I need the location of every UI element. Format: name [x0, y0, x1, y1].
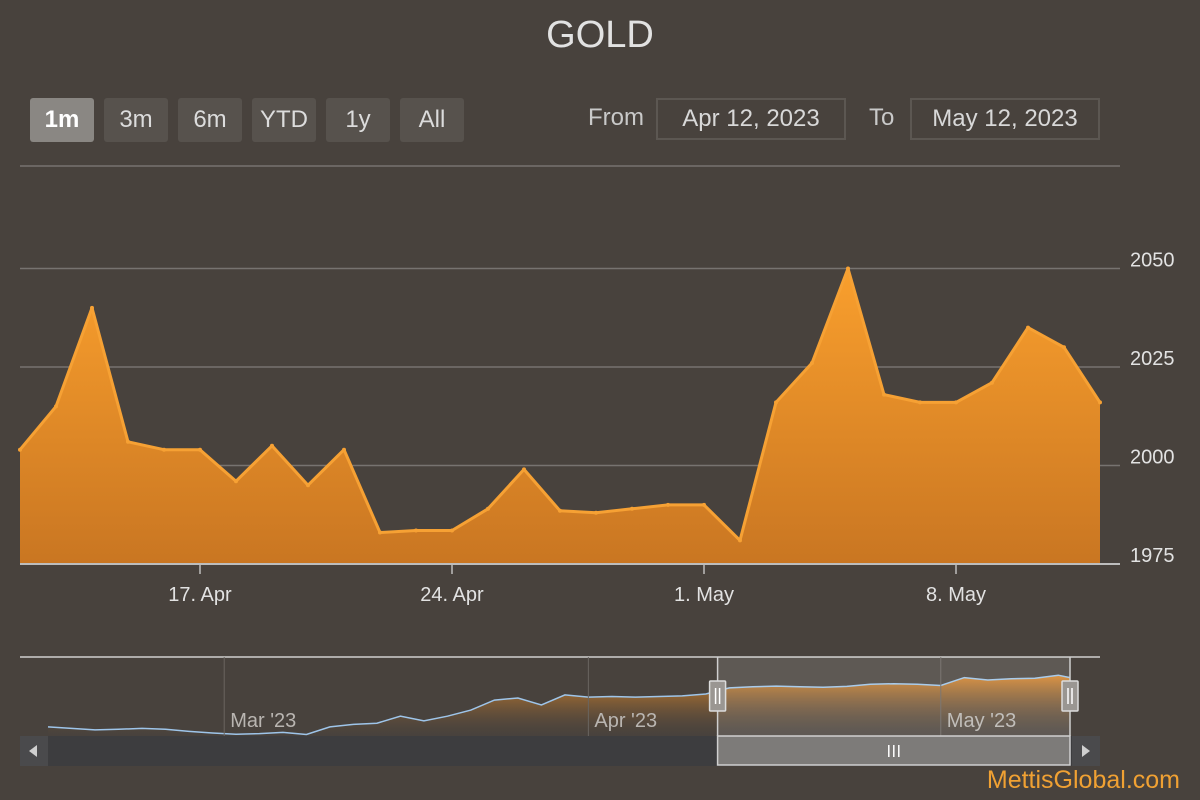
data-point: [630, 506, 634, 511]
navigator-tick-label: Apr '23: [594, 710, 657, 732]
data-point: [270, 443, 274, 448]
data-point: [918, 400, 922, 405]
handle-body[interactable]: [708, 680, 727, 712]
range-button-1m[interactable]: 1m: [30, 98, 94, 142]
y-tick-label: 2025: [1130, 348, 1175, 370]
range-button-1y[interactable]: 1y: [326, 98, 390, 142]
x-tick-label: 24. Apr: [420, 584, 484, 606]
data-point: [486, 506, 490, 511]
navigator-line: [47, 674, 1071, 736]
x-tick-label: 1. May: [674, 584, 734, 606]
navigator-area: [48, 675, 1070, 736]
chart-title: GOLD: [546, 14, 654, 56]
data-point: [774, 400, 778, 405]
brand-watermark: MettisGlobal.com: [986, 766, 1180, 794]
data-point: [1026, 325, 1030, 330]
from-label: From: [588, 104, 644, 131]
data-point: [882, 392, 886, 397]
x-tick-label: 8. May: [926, 584, 986, 606]
y-tick-label: 1975: [1130, 545, 1175, 567]
series-area-fill: [20, 268, 1100, 564]
data-point: [450, 528, 454, 533]
navigator-tick-label: Mar '23: [230, 710, 296, 732]
data-point: [990, 380, 994, 385]
range-button-all[interactable]: All: [400, 98, 464, 142]
data-point: [702, 502, 706, 507]
data-point: [54, 404, 58, 409]
data-point: [846, 266, 850, 271]
handle-body[interactable]: [1061, 680, 1079, 712]
data-point: [594, 510, 598, 515]
navigator-handle-left[interactable]: [708, 680, 727, 712]
data-point: [414, 528, 418, 533]
to-label: To: [869, 104, 895, 131]
data-point: [954, 400, 958, 405]
range-button-ytd[interactable]: YTD: [252, 98, 316, 142]
y-tick-label: 2050: [1130, 249, 1175, 271]
y-tick-label: 2000: [1130, 446, 1175, 468]
data-point: [126, 439, 130, 444]
data-point: [522, 467, 526, 472]
data-point: [306, 483, 310, 488]
to-date-input[interactable]: [910, 98, 1100, 140]
navigator-tick-label: May '23: [947, 710, 1016, 732]
data-point: [1098, 400, 1102, 405]
data-point: [198, 447, 202, 452]
chevron-left-icon: [29, 745, 37, 757]
range-button-6m[interactable]: 6m: [178, 98, 242, 142]
navigator-selection: [717, 657, 1070, 736]
data-point: [738, 538, 742, 543]
data-point: [558, 508, 562, 513]
data-point: [234, 479, 238, 484]
data-point: [342, 447, 346, 452]
range-button-3m[interactable]: 3m: [104, 98, 168, 142]
navigator-handle-right[interactable]: [1061, 680, 1079, 712]
data-point: [1062, 345, 1066, 350]
data-point: [18, 447, 22, 452]
data-point: [666, 502, 670, 507]
data-point: [90, 305, 94, 310]
chevron-right-icon: [1082, 745, 1090, 757]
x-tick-label: 17. Apr: [168, 584, 232, 606]
data-point: [378, 530, 382, 535]
data-point: [162, 447, 166, 452]
data-point: [810, 361, 814, 365]
from-date-input[interactable]: [656, 98, 846, 140]
